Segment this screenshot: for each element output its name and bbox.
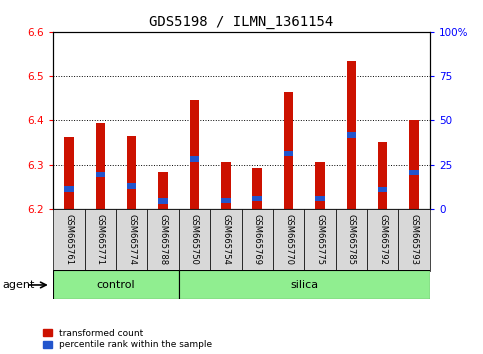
Bar (85, 209, 116, 271)
Text: GSM665793: GSM665793 (410, 214, 419, 266)
Bar (190, 101, 199, 209)
Bar (253, 168, 262, 209)
Bar (221, 198, 230, 203)
Text: GSM665750: GSM665750 (190, 215, 199, 265)
Bar (398, 209, 430, 271)
Bar (410, 120, 419, 209)
Text: GSM665785: GSM665785 (347, 214, 356, 266)
Bar (315, 162, 325, 209)
Bar (64, 186, 73, 192)
Title: GDS5198 / ILMN_1361154: GDS5198 / ILMN_1361154 (149, 16, 334, 29)
Bar (378, 143, 387, 209)
Bar (336, 209, 367, 271)
Bar (284, 92, 293, 209)
Bar (347, 61, 356, 209)
Bar (116, 209, 147, 271)
Text: GSM665770: GSM665770 (284, 214, 293, 266)
Bar (64, 137, 73, 209)
Text: GSM665792: GSM665792 (378, 215, 387, 265)
Bar (410, 170, 419, 175)
Bar (304, 209, 336, 271)
Text: GSM665761: GSM665761 (64, 214, 73, 266)
Bar (315, 196, 325, 201)
Text: GSM665774: GSM665774 (127, 214, 136, 266)
Text: control: control (97, 280, 135, 290)
Bar (221, 162, 230, 209)
Bar (158, 172, 168, 209)
Bar (179, 270, 430, 299)
Bar (210, 209, 242, 271)
Bar (147, 209, 179, 271)
Text: GSM665775: GSM665775 (315, 214, 325, 266)
Bar (242, 209, 273, 271)
Text: agent: agent (2, 280, 35, 290)
Text: silica: silica (290, 280, 318, 290)
Text: GSM665788: GSM665788 (158, 214, 168, 266)
Text: GSM665769: GSM665769 (253, 214, 262, 266)
Bar (253, 196, 262, 201)
Bar (158, 198, 168, 204)
Bar (179, 209, 210, 271)
Bar (53, 209, 85, 271)
Bar (190, 156, 199, 161)
Text: GSM665754: GSM665754 (221, 215, 230, 265)
Bar (367, 209, 398, 271)
Bar (284, 151, 293, 156)
Bar (273, 209, 304, 271)
Text: GSM665771: GSM665771 (96, 214, 105, 266)
Bar (127, 136, 136, 209)
Bar (53, 270, 179, 299)
Bar (96, 122, 105, 209)
Bar (347, 132, 356, 138)
Bar (127, 183, 136, 189)
Bar (96, 172, 105, 177)
Legend: transformed count, percentile rank within the sample: transformed count, percentile rank withi… (43, 329, 213, 349)
Bar (378, 187, 387, 193)
